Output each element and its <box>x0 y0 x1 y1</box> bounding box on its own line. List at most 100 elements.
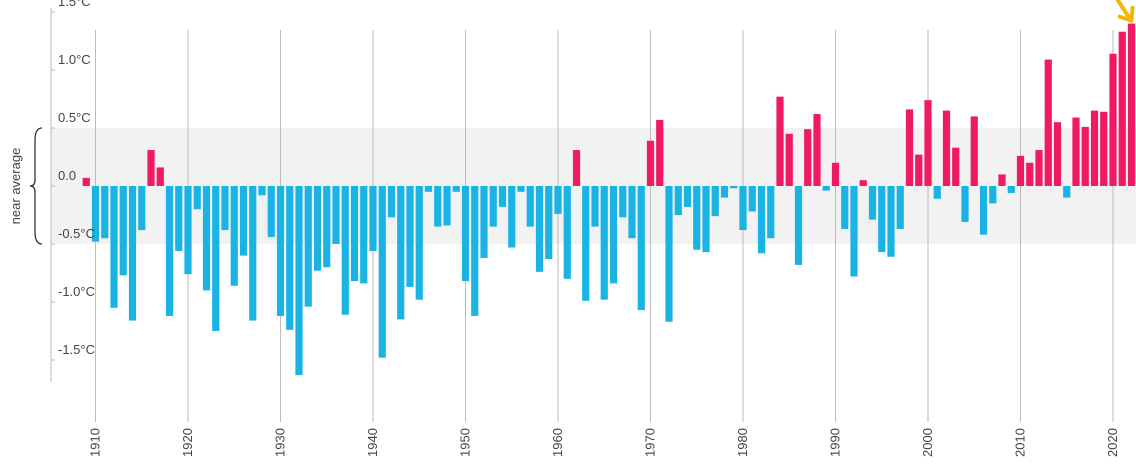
anomaly-bar <box>304 186 312 307</box>
anomaly-bar <box>434 186 442 227</box>
anomaly-bar <box>276 186 285 316</box>
anomaly-bar <box>1016 155 1025 186</box>
anomaly-bar <box>498 186 507 207</box>
anomaly-bar <box>1053 122 1062 186</box>
anomaly-bar <box>683 186 692 207</box>
anomaly-bar <box>563 186 571 279</box>
anomaly-bar <box>165 186 174 316</box>
anomaly-bar <box>600 186 608 300</box>
anomaly-bar <box>896 186 904 229</box>
anomaly-bar <box>147 150 155 186</box>
anomaly-bar <box>387 186 396 218</box>
anomaly-bar <box>489 186 497 227</box>
anomaly-bar <box>637 186 645 311</box>
anomaly-bar <box>193 186 201 210</box>
anomaly-bar <box>952 147 960 186</box>
y-tick-label: 1.0°C <box>58 52 91 67</box>
anomaly-bar <box>508 186 516 248</box>
x-tick-label: 1910 <box>88 428 103 457</box>
anomaly-bar <box>323 186 331 268</box>
anomaly-bar <box>970 116 978 186</box>
anomaly-bar <box>915 154 923 186</box>
anomaly-bar <box>1035 150 1043 186</box>
anomaly-bar <box>942 110 951 186</box>
anomaly-bar <box>961 186 969 222</box>
anomaly-bar <box>341 186 349 315</box>
anomaly-bar <box>221 186 229 231</box>
anomaly-bar <box>859 180 867 186</box>
x-tick-label: 1970 <box>643 428 658 457</box>
anomaly-bar <box>609 186 618 284</box>
anomaly-bar <box>730 186 738 189</box>
anomaly-bar <box>711 186 719 217</box>
anomaly-bar <box>831 162 840 186</box>
anomaly-bar <box>591 186 599 227</box>
anomaly-bar <box>91 186 100 242</box>
anomaly-bar <box>443 186 451 226</box>
anomaly-bar <box>1063 186 1071 198</box>
anomaly-bar <box>517 186 525 192</box>
anomaly-bar <box>175 186 183 251</box>
anomaly-bar <box>1007 186 1015 193</box>
anomaly-bar <box>572 150 581 186</box>
anomaly-bar <box>748 186 756 212</box>
anomaly-bar <box>813 114 821 186</box>
anomaly-bar <box>1127 23 1136 186</box>
anomaly-bar <box>933 186 941 199</box>
anomaly-bar <box>350 186 359 282</box>
anomaly-bar <box>397 186 405 320</box>
x-tick-label: 1940 <box>365 428 380 457</box>
x-tick-label: 2000 <box>920 428 935 457</box>
anomaly-bar <box>230 186 238 286</box>
anomaly-bar <box>841 186 849 229</box>
anomaly-bar <box>776 96 784 186</box>
anomaly-bar <box>82 177 90 186</box>
anomaly-bar <box>757 186 766 254</box>
anomaly-bar <box>526 186 534 227</box>
x-tick-label: 1930 <box>273 428 288 457</box>
anomaly-bar <box>480 186 488 258</box>
anomaly-bar <box>415 186 423 300</box>
y-tick-label: 0.0 <box>58 168 76 183</box>
anomaly-bar <box>794 186 803 265</box>
anomaly-bar <box>119 186 127 276</box>
anomaly-bar <box>267 186 275 238</box>
y-tick-label: -1.5°C <box>58 342 95 357</box>
anomaly-bar <box>1072 117 1080 186</box>
anomaly-bar <box>905 109 914 186</box>
y-tick-labels: 1.5°C 1.0°C 0.5°C 0.0 -0.5°C -1.0°C -1.5°C <box>51 0 95 361</box>
anomaly-bar <box>628 186 636 239</box>
anomaly-bar <box>258 186 266 196</box>
anomaly-bar <box>461 186 470 282</box>
anomaly-bar <box>156 167 164 186</box>
anomaly-bar <box>665 186 673 322</box>
y-tick-label: 0.5°C <box>58 110 91 125</box>
anomaly-bar <box>138 186 146 231</box>
anomaly-bar <box>239 186 248 256</box>
anomaly-bar <box>1044 59 1052 187</box>
anomaly-bar <box>767 186 775 239</box>
anomaly-bar <box>1090 110 1099 186</box>
anomaly-bar <box>360 186 368 284</box>
x-tick-label: 1980 <box>735 428 750 457</box>
x-tick-label: 1960 <box>550 428 565 457</box>
anomaly-bar <box>887 186 895 257</box>
anomaly-bar <box>406 186 414 287</box>
anomaly-bar <box>535 186 544 272</box>
anomaly-bar <box>1081 126 1089 186</box>
anomaly-bar <box>101 186 109 239</box>
anomaly-bar <box>554 186 562 214</box>
anomaly-bar <box>720 186 729 198</box>
anomaly-bar <box>822 186 830 191</box>
anomaly-bar <box>249 186 257 321</box>
x-tick-label: 1950 <box>458 428 473 457</box>
anomaly-bar <box>702 186 710 253</box>
anomaly-bar <box>452 186 460 192</box>
anomaly-bar <box>1109 53 1117 187</box>
anomaly-bar <box>332 186 340 244</box>
anomaly-bar <box>656 119 664 186</box>
latest-year-arrow-shaft <box>1115 0 1132 21</box>
near-average-brace <box>29 127 43 245</box>
anomaly-bar <box>739 186 747 231</box>
